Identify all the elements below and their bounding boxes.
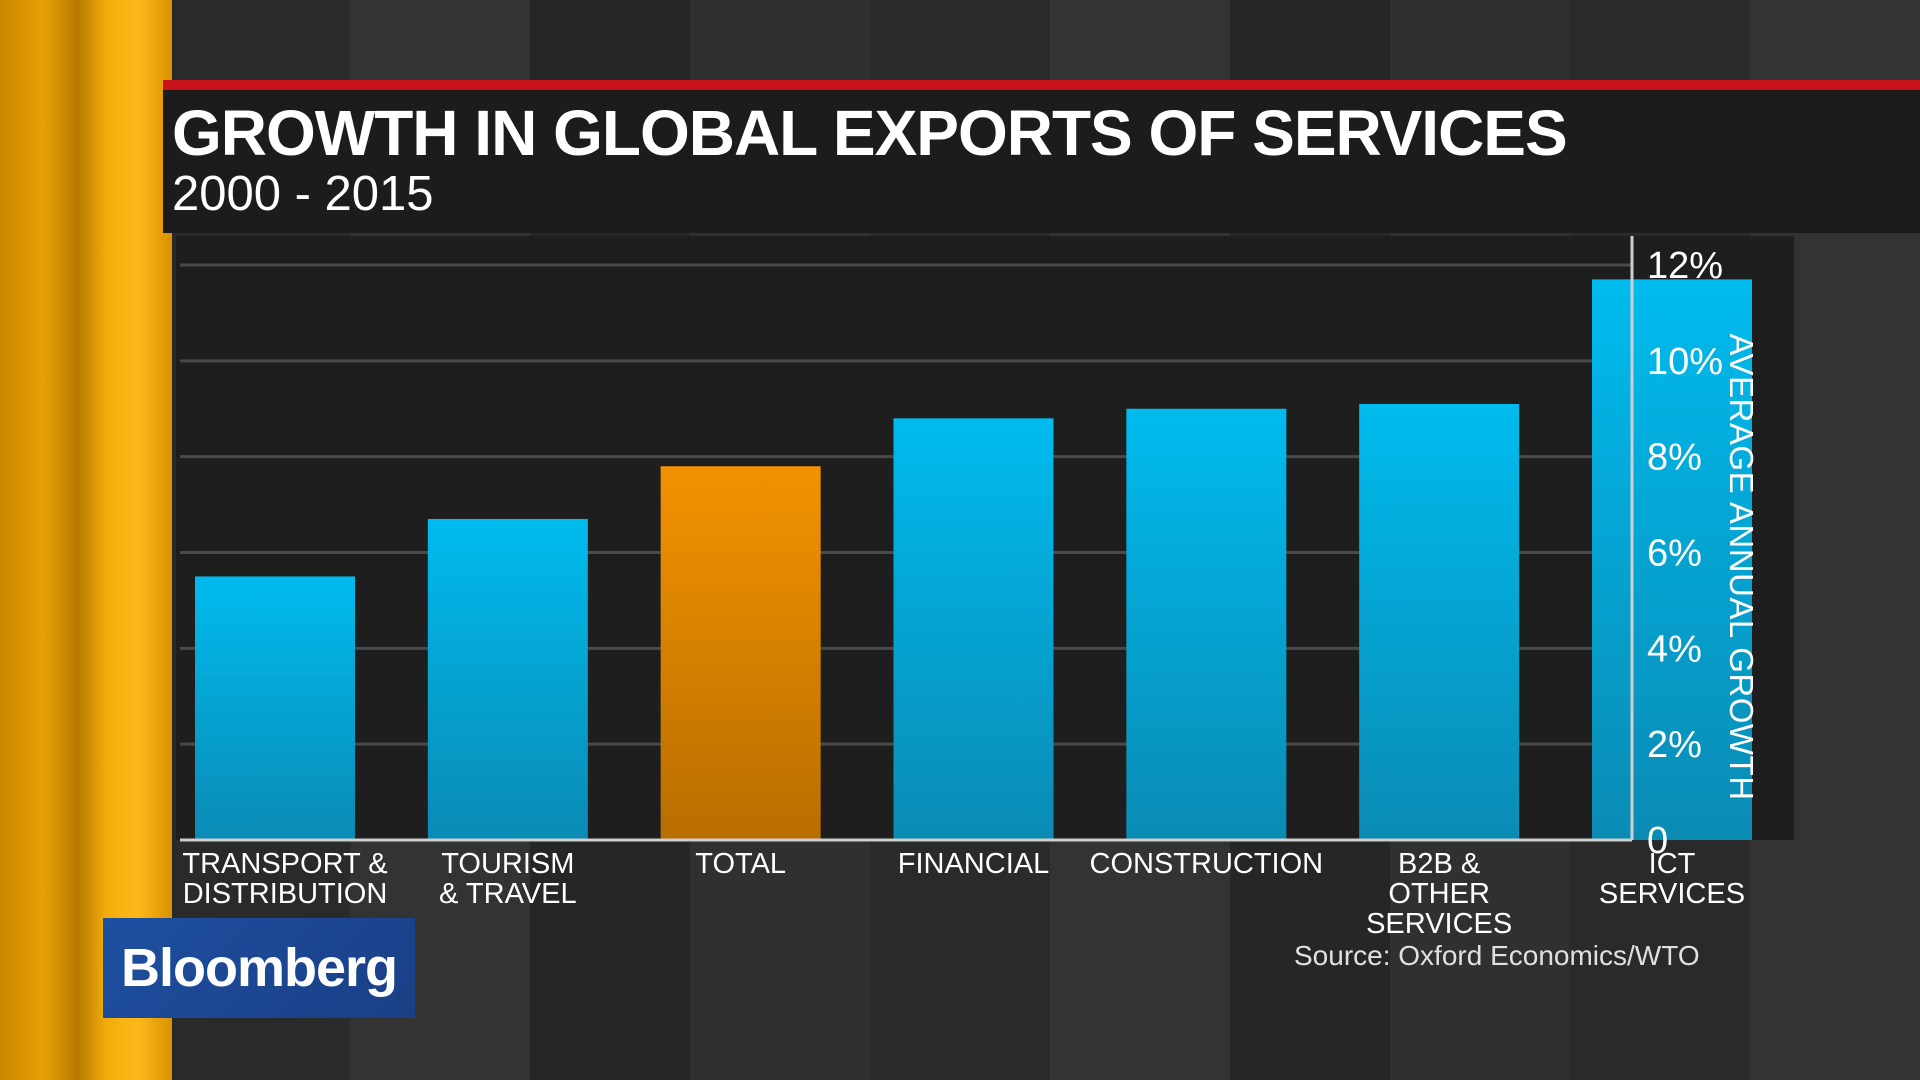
category-label: TOURISM & TRAVEL (439, 848, 577, 910)
chart-subtitle: 2000 - 2015 (172, 167, 434, 221)
y-axis-title: AVERAGE ANNUAL GROWTH (1723, 333, 1760, 800)
category-label: ICT SERVICES (1599, 848, 1745, 910)
bars (195, 279, 1752, 840)
side-accent-strip (0, 0, 172, 1080)
category-label-line: TRANSPORT & (182, 848, 387, 880)
category-label-line: B2B & (1398, 848, 1480, 880)
bar (1592, 279, 1752, 840)
category-label-line: TOTAL (695, 848, 786, 880)
bar (195, 576, 355, 840)
chart-title: GROWTH IN GLOBAL EXPORTS OF SERVICES (172, 97, 1568, 169)
bar (1126, 408, 1287, 840)
category-label: TOTAL (695, 848, 786, 880)
bar (893, 418, 1054, 840)
category-label-line: FINANCIAL (898, 848, 1049, 880)
category-label-line: DISTRIBUTION (183, 878, 388, 910)
category-label: B2B & OTHER SERVICES (1366, 848, 1512, 940)
category-label-line: CONSTRUCTION (1090, 848, 1324, 880)
category-label: CONSTRUCTION (1090, 848, 1324, 880)
category-label: FINANCIAL (898, 848, 1049, 880)
category-label-line: SERVICES (1599, 878, 1745, 910)
category-label-line: & TRAVEL (439, 878, 577, 910)
y-tick-labels: 0 2% 4% 6% 8% 10% 12% (1647, 245, 1723, 862)
y-tick-label: 8% (1647, 437, 1702, 479)
category-label-line: TOURISM (441, 848, 574, 880)
category-label-line: SERVICES (1366, 908, 1512, 940)
logo-text: Bloomberg (120, 938, 398, 998)
y-tick-label: 10% (1647, 341, 1723, 383)
y-tick-label: 4% (1647, 628, 1702, 670)
y-tick-label: 0 (1647, 820, 1668, 862)
source-note: Source: Oxford Economics/WTO (1294, 940, 1700, 971)
y-tick-label: 2% (1647, 724, 1702, 766)
bar (427, 518, 588, 840)
title-banner (163, 80, 1920, 233)
category-label: TRANSPORT & DISTRIBUTION (182, 848, 387, 910)
bar (660, 466, 821, 840)
bar (1359, 403, 1520, 840)
category-label-line: OTHER (1388, 878, 1490, 910)
title-banner-accent-line (163, 80, 1920, 90)
category-label-line: ICT (1649, 848, 1696, 880)
bloomberg-logo: Bloomberg (103, 918, 415, 1018)
y-tick-label: 12% (1647, 245, 1723, 287)
y-tick-label: 6% (1647, 533, 1702, 575)
